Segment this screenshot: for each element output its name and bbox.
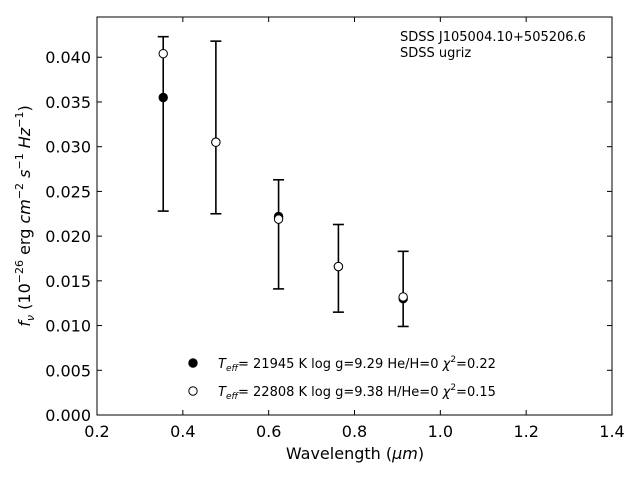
y-axis-nu: ν: [24, 315, 37, 321]
axis-ticks: [96, 17, 613, 416]
y-tick-label-7: 0.035: [45, 93, 91, 112]
legend-marker-open: [188, 386, 198, 396]
open-point-3: [333, 261, 344, 272]
y-tick-label-3: 0.015: [45, 272, 91, 291]
open-point-0: [158, 48, 168, 59]
x-tick-labels: 0.2 0.4 0.6 0.8 1.0 1.2 1.4: [84, 422, 624, 441]
y-tick-label-8: 0.040: [45, 48, 91, 67]
legend-1-chi2: 0.22: [467, 357, 496, 372]
y-tick-label-4: 0.020: [45, 227, 91, 246]
legend-2-logg: 9.38: [354, 385, 383, 400]
x-tick-label-6: 1.4: [599, 422, 624, 441]
object-name-annotation: SDSS J105004.10+505206.6: [400, 30, 586, 45]
error-bars: [157, 35, 409, 328]
svg-text:fν (10−26 erg cm−2 s−1 Hz−1): fν (10−26 erg cm−2 s−1 Hz−1): [13, 105, 37, 326]
legend-1-comp: He/H=0: [387, 357, 438, 372]
x-tick-label-4: 1.0: [428, 422, 453, 441]
y-tick-label-5: 0.025: [45, 182, 91, 201]
x-tick-label-3: 0.8: [342, 422, 367, 441]
y-tick-label-0: 0.000: [45, 406, 91, 425]
legend-marker-filled: [188, 358, 198, 368]
x-tick-label-0: 0.2: [84, 422, 109, 441]
y-tick-labels: 0.000 0.005 0.010 0.015 0.020 0.025 0.030 0.035…: [45, 48, 91, 425]
legend-2-teff: 22808: [253, 385, 294, 400]
x-axis-unit: μm: [391, 444, 418, 463]
legend: Teff= 21945 K log g=9.29 He/H=0 χ2=0.22 …: [188, 355, 496, 402]
legend-1-teff: 21945: [253, 357, 294, 372]
y-tick-label-1: 0.005: [45, 361, 91, 380]
y-tick-label-2: 0.010: [45, 317, 91, 336]
legend-2-comp: H/He=0: [387, 385, 438, 400]
data-points: [158, 48, 408, 304]
plot-frame: [96, 16, 613, 416]
x-axis-title: Wavelength (μm): [286, 444, 424, 463]
x-axis-title-text: Wavelength: [286, 444, 381, 463]
open-point-4: [398, 292, 408, 302]
legend-1-logg: 9.29: [354, 357, 383, 372]
legend-entry-2: Teff= 22808 K log g=9.38 H/He=0 χ2=0.15: [218, 383, 496, 402]
open-point-1: [211, 137, 221, 147]
open-point-2: [273, 214, 284, 224]
y-axis-title: fν (10−26 erg cm−2 s−1 Hz−1): [13, 105, 37, 326]
legend-entry-1: Teff= 21945 K log g=9.29 He/H=0 χ2=0.22: [218, 355, 496, 374]
x-tick-label-1: 0.4: [170, 422, 195, 441]
filter-annotation: SDSS ugriz: [400, 46, 471, 61]
legend-2-chi2: 0.15: [467, 385, 496, 400]
x-tick-label-5: 1.2: [513, 422, 538, 441]
y-tick-label-6: 0.030: [45, 138, 91, 157]
y-axis-f: f: [15, 319, 34, 327]
x-tick-label-2: 0.6: [256, 422, 281, 441]
filled-point-0: [158, 92, 168, 103]
